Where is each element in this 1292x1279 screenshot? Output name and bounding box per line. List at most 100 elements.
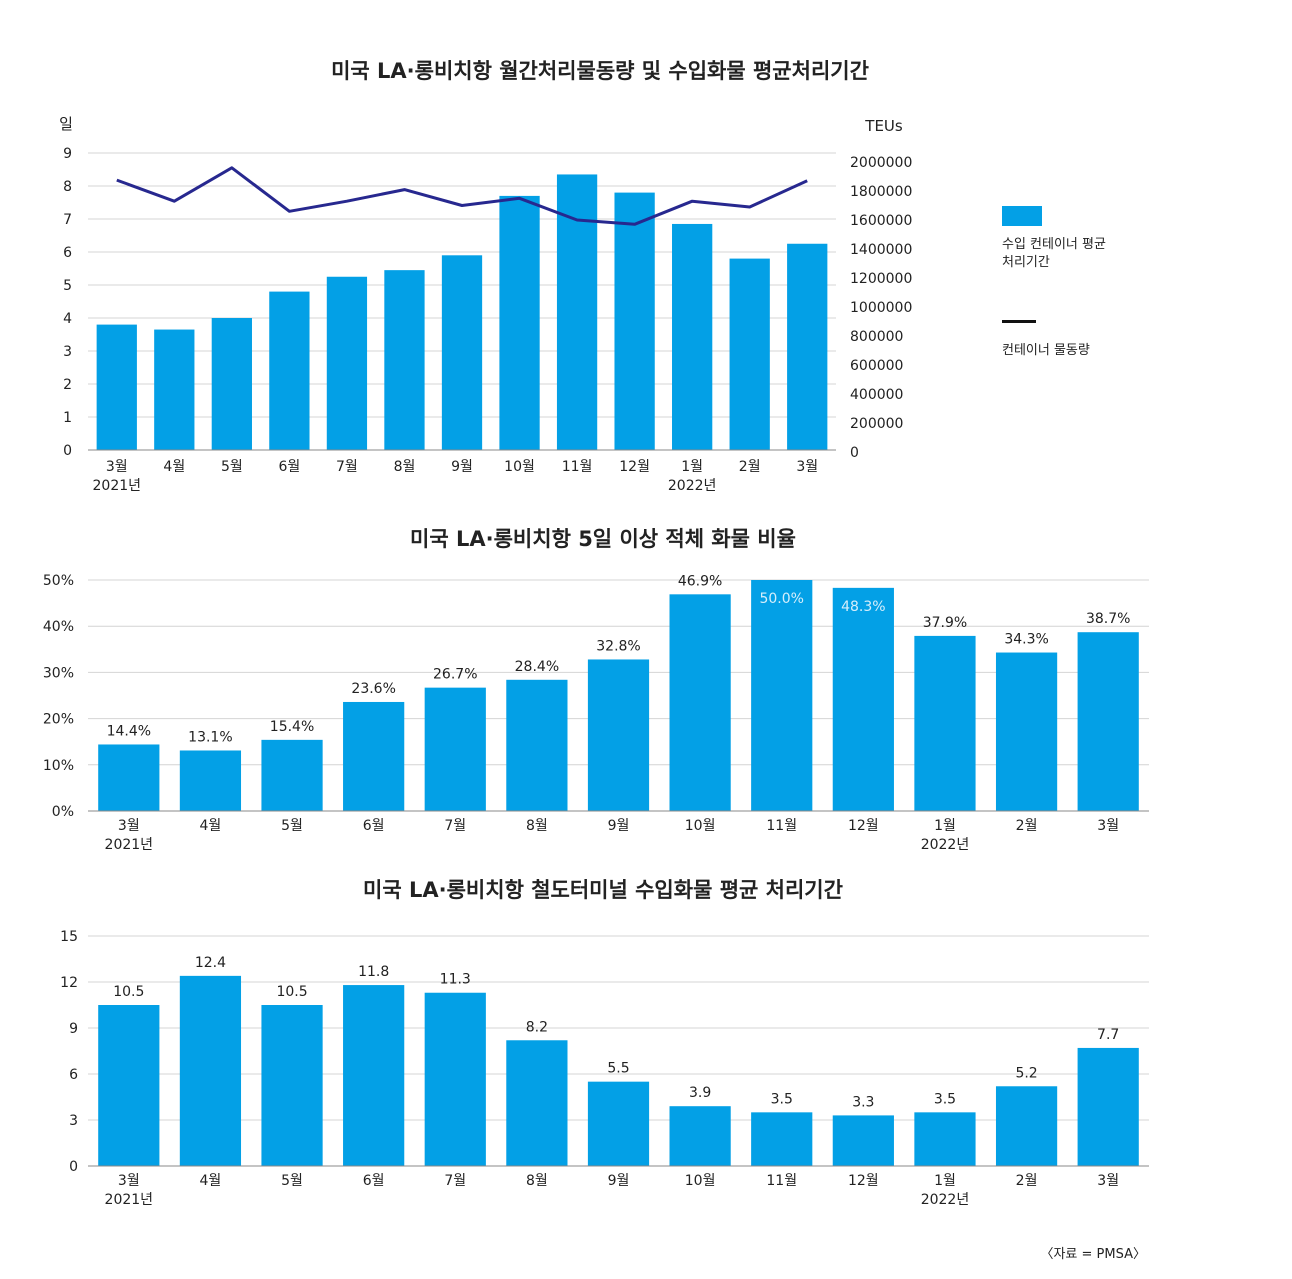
chart1-xtick: 8월: [394, 459, 416, 475]
chart2-value-label: 28.4%: [515, 659, 559, 675]
chart1-ytick: 9: [63, 146, 72, 162]
chart3-xtick: 1월: [934, 1173, 956, 1189]
source-note: 〈자료 = PMSA〉: [1040, 1247, 1146, 1262]
chart3-ytick: 9: [69, 1021, 78, 1037]
chart3-bar: [343, 985, 405, 1166]
chart2-bar: [914, 635, 976, 811]
chart3-bar: [424, 992, 486, 1166]
chart3-xtick: 12월: [848, 1173, 879, 1189]
chart3-xtick: 6월: [363, 1173, 385, 1189]
chart2-bar: [343, 701, 405, 811]
chart3-value-label: 12.4: [195, 955, 226, 971]
chart2-ytick: 50%: [43, 573, 74, 589]
chart2-xtick: 9월: [608, 818, 630, 834]
chart2-bar: [832, 587, 894, 811]
chart1-bar: [211, 318, 252, 450]
chart1-title: 미국 LA·롱비치항 월간처리물동량 및 수입화물 평균처리기간: [331, 59, 869, 83]
chart3-xtick: 2월: [1016, 1173, 1038, 1189]
chart3-ytick: 12: [60, 975, 78, 991]
chart1-ylabel: 일: [59, 115, 73, 133]
chart1-y2tick: 0: [850, 445, 859, 461]
chart3-bar: [587, 1081, 650, 1166]
chart1-ytick: 2: [63, 377, 72, 393]
chart1-xtick: 5월: [221, 459, 243, 475]
chart2-xtick: 8월: [526, 818, 548, 834]
chart3-bar: [832, 1115, 894, 1166]
chart1-ytick: 7: [63, 212, 72, 228]
chart3-value-label: 5.2: [1015, 1065, 1037, 1081]
chart1-bar: [787, 243, 828, 450]
chart1-bar: [672, 223, 713, 450]
chart2-bar: [179, 750, 242, 811]
chart1-bar: [441, 255, 483, 450]
chart1-ytick: 5: [63, 278, 72, 294]
chart1-y2tick: 200000: [850, 416, 903, 432]
chart1-year-label: 2022년: [668, 478, 717, 494]
chart1-xtick: 10월: [504, 459, 535, 475]
chart3-bar: [98, 1005, 160, 1166]
chart3-bar: [995, 1086, 1058, 1166]
chart2-value-label: 37.9%: [923, 615, 967, 631]
chart1-xtick: 2월: [739, 459, 761, 475]
chart3-xtick: 11월: [766, 1173, 797, 1189]
legend-line-swatch: [1002, 320, 1036, 323]
chart1-ytick: 4: [63, 311, 72, 327]
chart1-bar: [614, 192, 655, 450]
chart3-bar: [261, 1005, 323, 1166]
chart2-value-label: 14.4%: [107, 723, 151, 739]
chart2-value-label: 46.9%: [678, 573, 722, 589]
chart2-ytick: 0%: [52, 804, 74, 820]
chart1-y2tick: 2000000: [850, 155, 912, 171]
chart1-line-series: [116, 166, 808, 226]
chart2-bar: [98, 744, 160, 811]
chart1-bar: [154, 329, 195, 450]
chart2-bar: [587, 659, 650, 811]
chart1-bar: [499, 195, 540, 450]
chart2-value-label: 23.6%: [351, 681, 395, 697]
chart3-value-label: 8.2: [526, 1019, 548, 1035]
chart3-xtick: 4월: [200, 1173, 222, 1189]
chart3-value-label: 11.8: [358, 964, 389, 980]
chart3-year-label: 2021년: [105, 1192, 154, 1208]
legend-bar-label: 수입 컨테이너 평균 처리기간: [1002, 237, 1106, 270]
chart1-xtick: 12월: [619, 459, 650, 475]
chart2-value-label: 32.8%: [596, 638, 640, 654]
chart3-title: 미국 LA·롱비치항 철도터미널 수입화물 평균 처리기간: [363, 878, 843, 902]
chart2-xtick: 6월: [363, 818, 385, 834]
chart1-y2tick: 400000: [850, 387, 903, 403]
chart3-bar: [179, 975, 242, 1166]
chart2-xtick: 11월: [766, 818, 797, 834]
chart1-xtick: 3월: [106, 459, 128, 475]
chart1-ytick: 8: [63, 179, 72, 195]
chart2-bar: [506, 679, 568, 811]
chart2-value-label: 34.3%: [1004, 632, 1048, 648]
chart3-bar: [506, 1040, 568, 1166]
chart2-value-label: 48.3%: [841, 599, 885, 615]
chart2-value-label: 26.7%: [433, 667, 477, 683]
chart1-year-label: 2021년: [93, 478, 142, 494]
legend-line-label: 컨테이너 물동량: [1002, 343, 1090, 358]
chart1-ytick: 6: [63, 245, 72, 261]
chart3-bar: [914, 1112, 976, 1166]
chart3-ytick: 6: [69, 1067, 78, 1083]
chart3-xtick: 8월: [526, 1173, 548, 1189]
chart2-xtick: 2월: [1016, 818, 1038, 834]
chart1-bar: [96, 324, 137, 450]
chart1-bar: [729, 258, 770, 450]
chart1-xtick: 6월: [278, 459, 300, 475]
chart3-bar: [751, 1112, 813, 1166]
chart3-ytick: 3: [69, 1113, 78, 1129]
chart1-y2tick: 600000: [850, 358, 903, 374]
chart3-value-label: 11.3: [440, 972, 471, 988]
chart2-xtick: 12월: [848, 818, 879, 834]
chart2-xtick: 10월: [685, 818, 716, 834]
chart1-legend: 수입 컨테이너 평균 처리기간 컨테이너 물동량: [1002, 206, 1202, 358]
chart2-year-label: 2021년: [105, 837, 154, 853]
chart2-bar: [669, 594, 731, 811]
chart2-ytick: 20%: [43, 712, 74, 728]
chart2-value-label: 38.7%: [1086, 611, 1130, 627]
chart3-bar: [1077, 1047, 1139, 1166]
chart2-xtick: 5월: [281, 818, 303, 834]
chart1-y2tick: 1000000: [850, 300, 912, 316]
